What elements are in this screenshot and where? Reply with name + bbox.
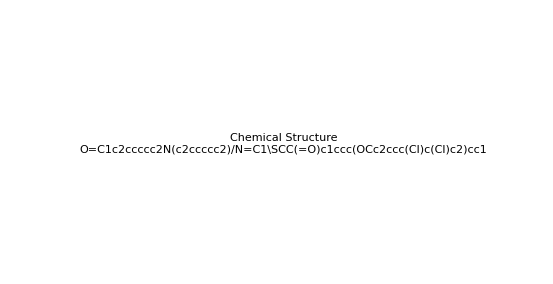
Text: Chemical Structure
O=C1c2ccccc2N(c2ccccc2)/N=C1\SCC(=O)c1ccc(OCc2ccc(Cl)c(Cl)c2): Chemical Structure O=C1c2ccccc2N(c2ccccc… [80, 133, 487, 154]
